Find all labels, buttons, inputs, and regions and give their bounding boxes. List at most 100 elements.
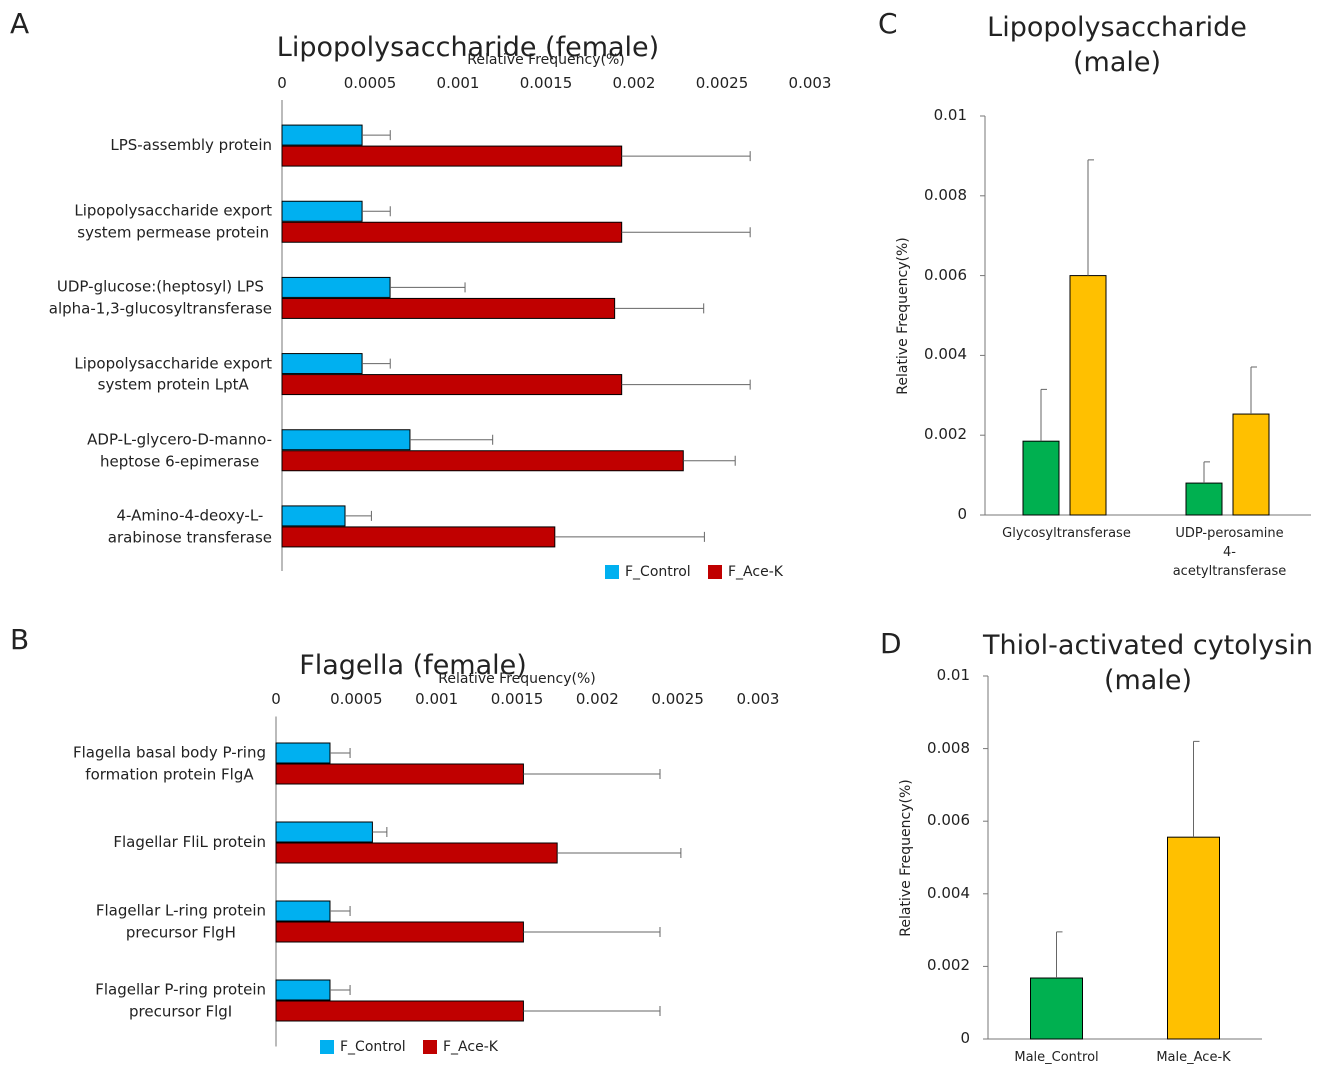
- axis-label: Relative Frequency(%): [467, 51, 625, 68]
- error-bar: [1250, 366, 1257, 415]
- x-tick-label: 0.002: [575, 690, 619, 709]
- y-tick-label: 0.002: [924, 425, 967, 444]
- x-tick-label: 0.0015: [490, 690, 544, 709]
- panel-letter: D: [880, 627, 902, 660]
- category-label: LPS-assembly protein: [110, 136, 272, 155]
- error-bar: [372, 827, 388, 837]
- axis-label: Relative Frequency(%): [894, 236, 911, 395]
- legend-label: F_Control: [340, 1038, 406, 1055]
- y-tick-label: 0.004: [924, 345, 967, 364]
- error-bar: [1056, 931, 1063, 979]
- bar: [275, 979, 331, 1001]
- x-tick-label: 0.003: [788, 74, 832, 93]
- bar: [1022, 440, 1060, 516]
- bar: [275, 842, 558, 864]
- bar: [281, 429, 411, 451]
- panel-letter: B: [10, 623, 30, 656]
- error-bar: [614, 303, 705, 314]
- category-label: UDP-glucose:(heptosyl) LPS alpha-1,3-glu…: [48, 277, 272, 318]
- x-tick-label: 0: [277, 74, 287, 93]
- bar: [281, 297, 616, 319]
- x-tick-label: 0: [271, 690, 281, 709]
- error-bar: [523, 927, 661, 937]
- error-bar: [557, 848, 682, 858]
- legend-swatch: [423, 1040, 437, 1054]
- bar: [275, 921, 524, 943]
- error-bar: [621, 151, 751, 162]
- bar: [281, 526, 556, 548]
- axis-label: Relative Frequency(%): [897, 778, 914, 937]
- bar: [1030, 977, 1083, 1040]
- error-bar: [523, 769, 661, 779]
- category-label: Flagellar FliL protein: [113, 833, 266, 852]
- bar: [1232, 413, 1270, 516]
- x-tick-label: 0.0005: [330, 690, 383, 709]
- error-bar: [1087, 159, 1094, 276]
- error-bar: [409, 434, 494, 445]
- bar: [1185, 482, 1223, 516]
- x-tick-label: 0.002: [612, 74, 656, 93]
- legend-label: F_Ace-K: [443, 1038, 498, 1055]
- y-tick-label: 0.002: [927, 956, 970, 975]
- category-label: Flagella basal body P-ring formation pro…: [72, 743, 266, 783]
- bar: [1167, 836, 1220, 1040]
- category-label: Lipopolysaccharide export system protein…: [74, 353, 272, 394]
- y-tick-label: 0.006: [924, 265, 967, 284]
- error-bar: [362, 206, 391, 217]
- legend-swatch: [605, 565, 619, 579]
- bar: [281, 145, 623, 167]
- bar: [281, 353, 363, 375]
- bar: [275, 821, 373, 843]
- error-bar: [621, 227, 751, 238]
- bar: [281, 450, 684, 472]
- error-bar: [1040, 388, 1047, 442]
- error-bar: [345, 510, 372, 521]
- panel-letter: C: [878, 7, 898, 40]
- x-tick-label: 0.0005: [343, 74, 397, 93]
- x-tick-label: 0.0025: [651, 690, 704, 709]
- bar: [275, 763, 524, 785]
- chart-title: Flagella (female): [299, 650, 527, 681]
- error-bar: [554, 531, 705, 542]
- bar: [275, 900, 331, 922]
- y-tick-label: 0.01: [936, 666, 970, 685]
- y-tick-label: 0.004: [927, 883, 970, 902]
- bar: [281, 221, 623, 243]
- legend-swatch: [708, 565, 722, 579]
- legend-swatch: [320, 1040, 334, 1054]
- error-bar: [329, 906, 351, 916]
- category-label: Lipopolysaccharide export system permeas…: [74, 201, 272, 242]
- axis-label: Relative Frequency(%): [438, 670, 596, 687]
- bar: [281, 276, 391, 298]
- bar: [1069, 275, 1107, 516]
- panel-letter: A: [10, 7, 30, 40]
- error-bar: [362, 130, 391, 141]
- y-tick-label: 0.01: [933, 106, 967, 125]
- bar: [281, 505, 346, 527]
- chart-title: Lipopolysaccharide (male): [987, 12, 1247, 79]
- y-tick-label: 0: [957, 505, 967, 524]
- category-label: Flagellar L-ring protein precursor FlgH: [95, 901, 266, 941]
- bar: [275, 742, 331, 764]
- y-tick-label: 0.006: [927, 811, 970, 830]
- y-tick-label: 0.008: [924, 185, 967, 204]
- y-tick-label: 0: [960, 1029, 970, 1048]
- bar: [281, 200, 363, 222]
- legend-label: F_Control: [625, 563, 691, 580]
- category-label: 4-Amino-4-deoxy-L- arabinose transferase: [107, 506, 272, 546]
- bar: [281, 374, 623, 396]
- category-label: Glycosyltransferase: [1002, 526, 1131, 541]
- x-tick-label: 0.001: [415, 690, 459, 709]
- legend-label: F_Ace-K: [728, 563, 783, 580]
- error-bar: [329, 985, 351, 995]
- category-label: Male_Ace-K: [1156, 1050, 1231, 1065]
- error-bar: [362, 358, 391, 369]
- bar: [281, 124, 363, 146]
- category-label: Male_Control: [1014, 1050, 1099, 1065]
- error-bar: [621, 379, 751, 390]
- error-bar: [329, 748, 351, 758]
- x-tick-label: 0.003: [736, 690, 780, 709]
- chart-title: Thiol-activated cytolysin (male): [983, 630, 1313, 697]
- y-tick-label: 0.008: [927, 738, 970, 757]
